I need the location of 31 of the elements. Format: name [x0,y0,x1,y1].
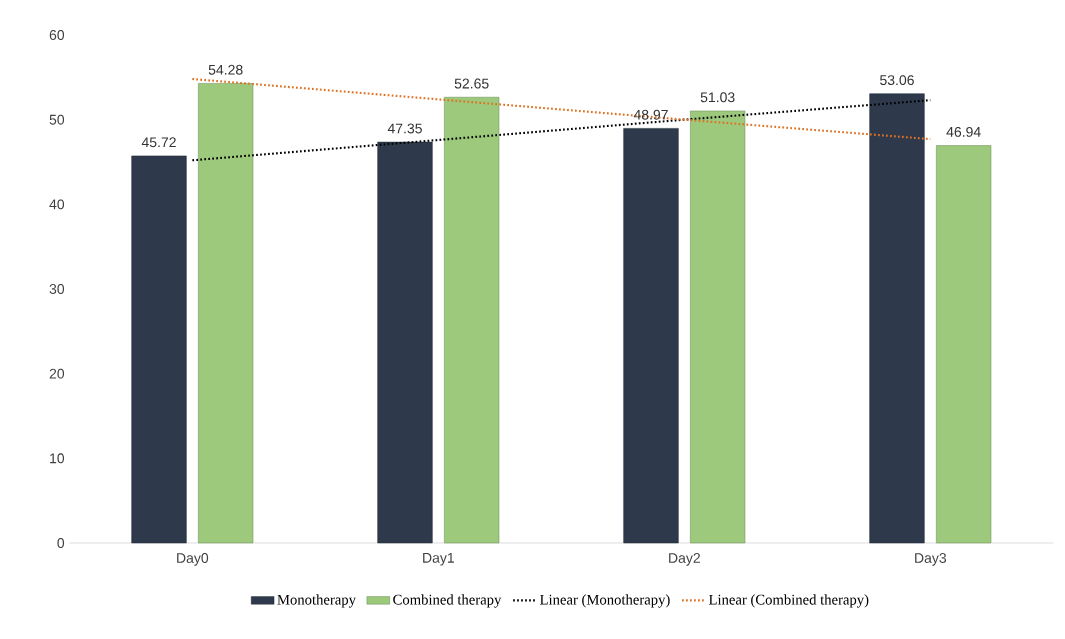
bar [131,155,187,544]
y-tick-label: 30 [49,284,65,294]
data-label: 54.28 [208,64,243,75]
y-tick-label: 40 [49,199,65,210]
y-tick-label: 10 [50,453,65,464]
legend-label: Monotherapy [277,594,356,608]
bar [377,141,433,544]
bar [623,128,679,544]
bar [936,145,992,544]
data-label: 45.72 [141,137,176,148]
data-label: 51.03 [700,92,735,103]
legend-label: Linear (Combined therapy) [708,594,869,608]
x-tick-label: Day0 [177,553,209,566]
legend-label: Combined therapy [393,594,502,608]
bar [198,83,254,544]
y-tick-label: 60 [49,30,65,40]
x-tick-label: Day3 [915,553,947,566]
y-tick-label: 0 [57,538,65,548]
y-tick-label: 20 [49,368,65,379]
data-label: 47.35 [387,123,422,134]
bar [869,93,925,544]
legend-label: Linear (Monotherapy) [540,594,670,608]
data-label: 48.97 [633,109,668,120]
data-label: 46.94 [946,126,981,137]
data-label: 52.65 [454,78,489,89]
bar [444,96,500,544]
x-tick-label: Day2 [669,553,700,566]
x-tick-label: Day1 [423,553,454,566]
data-label: 53.06 [880,75,914,86]
bar [690,110,746,544]
y-tick-label: 50 [49,114,65,125]
